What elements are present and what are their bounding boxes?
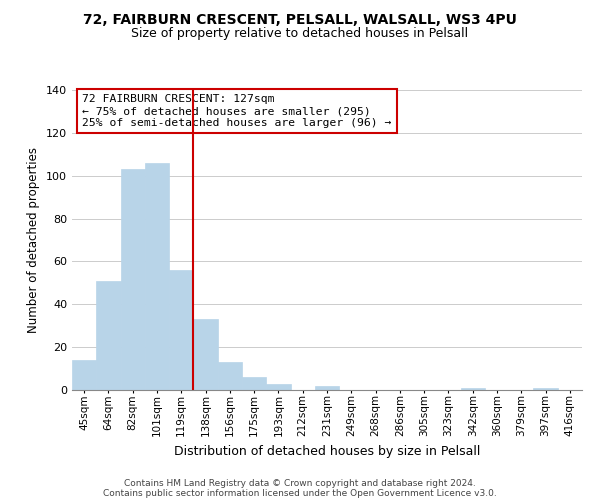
Bar	[242, 377, 266, 390]
Bar	[315, 386, 339, 390]
Bar	[218, 362, 242, 390]
Bar	[266, 384, 290, 390]
Bar	[72, 360, 96, 390]
Bar	[121, 170, 145, 390]
Y-axis label: Number of detached properties: Number of detached properties	[28, 147, 40, 333]
Text: Contains public sector information licensed under the Open Government Licence v3: Contains public sector information licen…	[103, 488, 497, 498]
Text: Contains HM Land Registry data © Crown copyright and database right 2024.: Contains HM Land Registry data © Crown c…	[124, 478, 476, 488]
Text: 72 FAIRBURN CRESCENT: 127sqm
← 75% of detached houses are smaller (295)
25% of s: 72 FAIRBURN CRESCENT: 127sqm ← 75% of de…	[82, 94, 392, 128]
Bar	[145, 163, 169, 390]
Text: Size of property relative to detached houses in Pelsall: Size of property relative to detached ho…	[131, 28, 469, 40]
Bar	[96, 280, 121, 390]
Bar	[193, 320, 218, 390]
Bar	[169, 270, 193, 390]
Bar	[461, 388, 485, 390]
Text: 72, FAIRBURN CRESCENT, PELSALL, WALSALL, WS3 4PU: 72, FAIRBURN CRESCENT, PELSALL, WALSALL,…	[83, 12, 517, 26]
X-axis label: Distribution of detached houses by size in Pelsall: Distribution of detached houses by size …	[174, 444, 480, 458]
Bar	[533, 388, 558, 390]
